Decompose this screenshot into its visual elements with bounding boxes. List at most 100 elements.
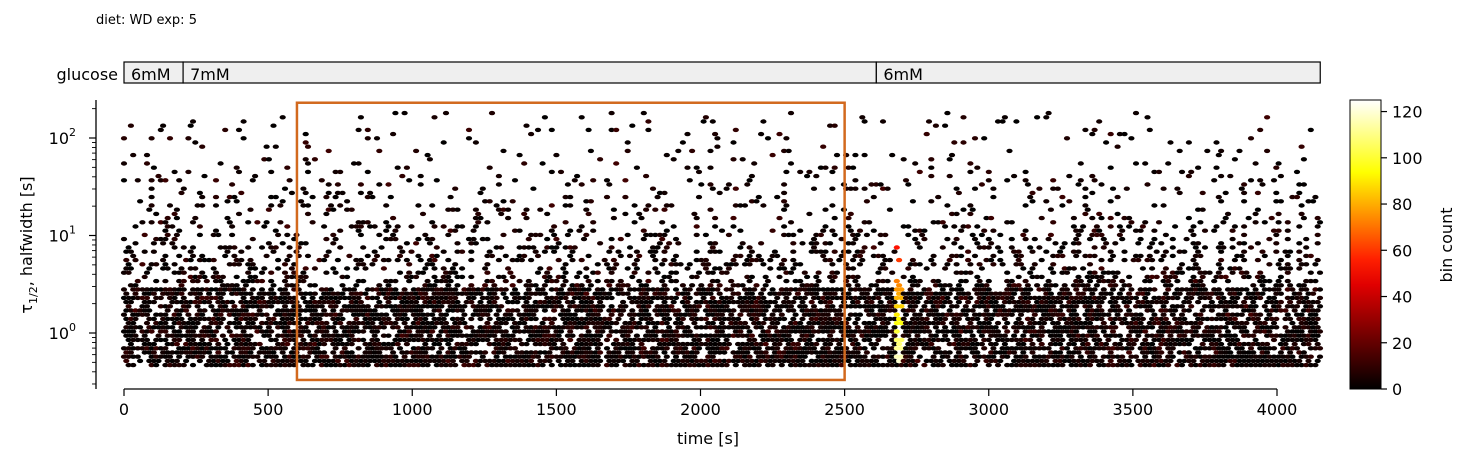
hexbin-cell [1137, 287, 1144, 292]
hexbin-cell [997, 291, 1004, 296]
hexbin-cell [212, 178, 220, 183]
hexbin-cell [1128, 346, 1135, 351]
hexbin-cell [877, 182, 884, 187]
hexbin-cell [1109, 346, 1117, 351]
hexbin-cell [838, 304, 845, 309]
hexbin-cell [638, 316, 645, 322]
hexbin-cell [730, 215, 737, 221]
hexbin-cell [360, 329, 367, 334]
hexbin-cell [1089, 232, 1096, 238]
hexbin-cell [1080, 299, 1087, 305]
hexbin-cell [900, 325, 907, 330]
hexbin-cell [845, 215, 852, 221]
hexbin-cell [127, 283, 134, 288]
hexbin-cell [1128, 337, 1135, 343]
hexbin-cell [838, 287, 845, 292]
hexbin-cell [831, 325, 838, 330]
hexbin-cell [249, 354, 256, 359]
hexbin-cell [999, 354, 1006, 359]
hexbin-cell [1176, 148, 1183, 154]
hexbin-cell [1282, 316, 1289, 322]
hexbin-cell [1050, 186, 1057, 191]
hexbin-cell [1109, 354, 1117, 359]
hexbin-cell [1139, 325, 1146, 330]
hexbin-cell [617, 329, 624, 334]
hexbin-cell [1015, 249, 1022, 254]
hexbin-cell [288, 308, 295, 313]
hexbin-cell [891, 316, 898, 322]
hexbin-cell [1137, 320, 1144, 326]
hexbin-cell [624, 266, 631, 271]
hexbin-cell [702, 316, 710, 322]
hexbin-cell [1259, 274, 1266, 280]
hexbin-cell [192, 333, 199, 338]
hexbin-cell [1059, 337, 1066, 343]
hexbin-cell [1084, 299, 1091, 305]
hexbin-cell [240, 354, 247, 359]
hexbin-cell [1013, 337, 1020, 343]
hexbin-cell [1047, 291, 1054, 296]
hexbin-cell [944, 337, 951, 343]
hexbin-cell [229, 350, 236, 355]
hexbin-cell [212, 312, 220, 317]
hexbin-cell [408, 308, 415, 313]
hexbin-cell [615, 341, 622, 347]
hexbin-cell [912, 320, 919, 326]
hexbin-cell [643, 308, 650, 313]
hexbin-cell [399, 173, 406, 179]
hexbin-cell [1070, 325, 1077, 330]
hexbin-cell [171, 169, 178, 175]
hexbin-cell [1314, 333, 1321, 338]
hexbin-cell [1277, 266, 1284, 271]
hexbin-cell [1082, 287, 1089, 292]
hexbin-cell [321, 257, 328, 263]
hexbin-cell [585, 346, 592, 351]
hexbin-cell [541, 299, 549, 305]
hexbin-cell [401, 329, 408, 334]
hexbin-cell [350, 354, 358, 359]
hexbin-cell [143, 329, 151, 334]
hexbin-cell [974, 350, 981, 355]
hexbin-cell [217, 295, 224, 301]
hexbin-cell [123, 257, 130, 263]
hexbin-cell [546, 358, 553, 364]
hexbin-cell [760, 304, 767, 309]
hexbin-cell [399, 316, 406, 322]
hexbin-cell [544, 236, 551, 242]
hexbin-cell [275, 257, 282, 263]
hexbin-cell [705, 304, 712, 309]
hexbin-cell [263, 253, 270, 259]
hexbin-cell [958, 295, 965, 301]
hexbin-cell [219, 358, 226, 364]
hexbin-cell [231, 312, 238, 317]
hexbin-cell [824, 287, 831, 292]
hexbin-cell [157, 178, 164, 183]
hexbin-cell [355, 312, 362, 317]
hexbin-cell [180, 245, 187, 250]
hexbin-cell [468, 257, 475, 263]
hexbin-cell [974, 316, 981, 322]
hexbin-cell [587, 148, 595, 154]
hexbin-cell [661, 190, 668, 196]
hexbin-cell [1201, 329, 1209, 334]
hexbin-cell [194, 287, 201, 292]
hexbin-cell [1158, 257, 1165, 263]
hexbin-cell [440, 358, 447, 364]
hexbin-cell [672, 354, 680, 359]
hexbin-cell [1082, 346, 1089, 351]
hexbin-cell [447, 194, 454, 200]
hexbin-cell [222, 127, 229, 133]
hexbin-cell [137, 308, 144, 313]
hexbin-cell [1284, 337, 1291, 343]
hexbin-cell [636, 312, 643, 317]
hexbin-cell [1001, 341, 1009, 347]
hexbin-cell [245, 245, 252, 250]
hexbin-cell [286, 178, 293, 183]
hexbin-cell [578, 299, 585, 305]
hexbin-cell [551, 224, 558, 229]
hexbin-cell [583, 232, 590, 238]
hexbin-cell [215, 299, 222, 305]
hexbin-cell [332, 329, 339, 334]
hexbin-cell [1022, 346, 1029, 351]
hexbin-cell [245, 220, 252, 225]
